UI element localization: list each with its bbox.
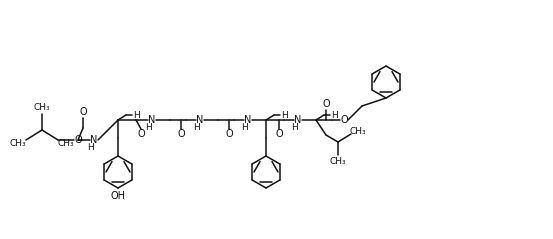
- Text: O: O: [74, 135, 82, 145]
- Text: O: O: [340, 115, 348, 125]
- Text: H: H: [133, 110, 139, 120]
- Text: O: O: [79, 107, 87, 117]
- Text: CH₃: CH₃: [330, 157, 346, 165]
- Text: CH₃: CH₃: [58, 140, 74, 148]
- Text: N: N: [294, 115, 302, 125]
- Text: O: O: [322, 99, 330, 109]
- Text: H: H: [291, 124, 299, 132]
- Text: CH₃: CH₃: [349, 127, 366, 136]
- Text: CH₃: CH₃: [34, 103, 50, 113]
- Text: H: H: [280, 110, 288, 120]
- Text: N: N: [244, 115, 252, 125]
- Text: H: H: [87, 143, 95, 152]
- Text: O: O: [275, 129, 283, 139]
- Text: N: N: [90, 135, 98, 145]
- Text: OH: OH: [111, 191, 126, 201]
- Text: O: O: [137, 129, 145, 139]
- Text: H: H: [145, 124, 153, 132]
- Text: H: H: [331, 110, 337, 120]
- Text: N: N: [196, 115, 204, 125]
- Text: O: O: [225, 129, 233, 139]
- Text: N: N: [148, 115, 156, 125]
- Text: O: O: [177, 129, 185, 139]
- Text: H: H: [194, 124, 200, 132]
- Text: H: H: [242, 124, 248, 132]
- Text: CH₃: CH₃: [10, 140, 27, 148]
